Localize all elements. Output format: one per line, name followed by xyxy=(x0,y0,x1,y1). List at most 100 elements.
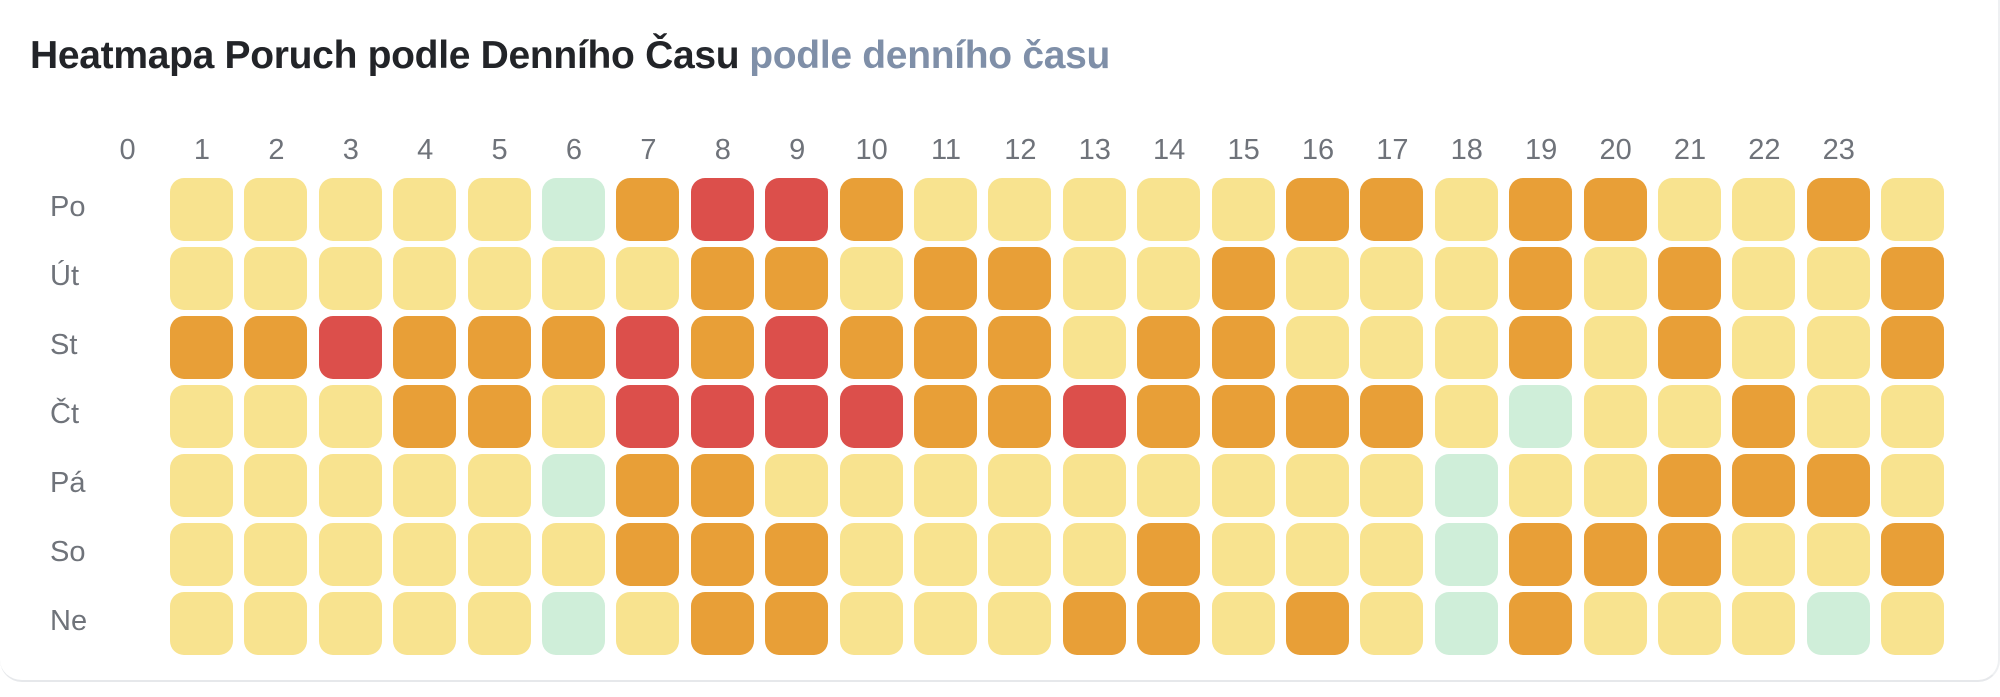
heatmap-cell[interactable] xyxy=(690,247,754,310)
heatmap-cell[interactable] xyxy=(318,523,382,586)
heatmap-cell[interactable] xyxy=(1211,523,1275,586)
heatmap-cell[interactable] xyxy=(765,316,829,379)
heatmap-cell[interactable] xyxy=(1806,592,1870,655)
heatmap-cell[interactable] xyxy=(690,385,754,448)
heatmap-cell[interactable] xyxy=(1434,316,1498,379)
heatmap-cell[interactable] xyxy=(1211,247,1275,310)
heatmap-cell[interactable] xyxy=(1062,385,1126,448)
heatmap-cell[interactable] xyxy=(393,247,457,310)
heatmap-cell[interactable] xyxy=(690,454,754,517)
heatmap-cell[interactable] xyxy=(1434,385,1498,448)
heatmap-cell[interactable] xyxy=(839,592,903,655)
heatmap-cell[interactable] xyxy=(244,385,308,448)
heatmap-cell[interactable] xyxy=(616,316,680,379)
heatmap-cell[interactable] xyxy=(244,316,308,379)
heatmap-cell[interactable] xyxy=(839,454,903,517)
heatmap-cell[interactable] xyxy=(170,178,233,241)
heatmap-cell[interactable] xyxy=(170,454,233,517)
heatmap-cell[interactable] xyxy=(616,454,680,517)
heatmap-cell[interactable] xyxy=(318,247,382,310)
heatmap-cell[interactable] xyxy=(1360,385,1424,448)
heatmap-cell[interactable] xyxy=(1434,523,1498,586)
heatmap-cell[interactable] xyxy=(1583,178,1647,241)
heatmap-cell[interactable] xyxy=(393,178,457,241)
heatmap-cell[interactable] xyxy=(542,316,605,379)
heatmap-cell[interactable] xyxy=(690,592,754,655)
heatmap-cell[interactable] xyxy=(1211,454,1275,517)
heatmap-cell[interactable] xyxy=(1732,247,1796,310)
heatmap-cell[interactable] xyxy=(170,247,233,310)
heatmap-cell[interactable] xyxy=(1286,178,1349,241)
heatmap-cell[interactable] xyxy=(1583,316,1647,379)
heatmap-cell[interactable] xyxy=(1062,592,1126,655)
heatmap-cell[interactable] xyxy=(765,454,829,517)
heatmap-cell[interactable] xyxy=(393,592,457,655)
heatmap-cell[interactable] xyxy=(170,385,233,448)
heatmap-cell[interactable] xyxy=(765,247,829,310)
heatmap-cell[interactable] xyxy=(244,247,308,310)
heatmap-cell[interactable] xyxy=(1360,523,1424,586)
heatmap-cell[interactable] xyxy=(1881,247,1945,310)
heatmap-cell[interactable] xyxy=(1137,592,1201,655)
heatmap-cell[interactable] xyxy=(1211,316,1275,379)
heatmap-cell[interactable] xyxy=(467,385,531,448)
heatmap-cell[interactable] xyxy=(1732,592,1796,655)
heatmap-cell[interactable] xyxy=(467,523,531,586)
heatmap-cell[interactable] xyxy=(1732,523,1796,586)
heatmap-cell[interactable] xyxy=(765,523,829,586)
heatmap-cell[interactable] xyxy=(393,523,457,586)
heatmap-cell[interactable] xyxy=(988,385,1052,448)
heatmap-cell[interactable] xyxy=(616,178,680,241)
heatmap-cell[interactable] xyxy=(1881,178,1945,241)
heatmap-cell[interactable] xyxy=(616,385,680,448)
heatmap-cell[interactable] xyxy=(765,178,829,241)
heatmap-cell[interactable] xyxy=(467,592,531,655)
heatmap-cell[interactable] xyxy=(690,523,754,586)
heatmap-cell[interactable] xyxy=(1286,247,1349,310)
heatmap-cell[interactable] xyxy=(616,523,680,586)
heatmap-cell[interactable] xyxy=(1806,316,1870,379)
heatmap-cell[interactable] xyxy=(914,385,977,448)
heatmap-cell[interactable] xyxy=(1137,316,1201,379)
heatmap-cell[interactable] xyxy=(542,523,605,586)
heatmap-cell[interactable] xyxy=(1360,454,1424,517)
heatmap-cell[interactable] xyxy=(1658,247,1721,310)
heatmap-cell[interactable] xyxy=(1509,385,1573,448)
heatmap-cell[interactable] xyxy=(914,523,977,586)
heatmap-cell[interactable] xyxy=(839,523,903,586)
heatmap-cell[interactable] xyxy=(1360,247,1424,310)
heatmap-cell[interactable] xyxy=(1881,316,1945,379)
heatmap-cell[interactable] xyxy=(1583,523,1647,586)
heatmap-cell[interactable] xyxy=(914,247,977,310)
heatmap-cell[interactable] xyxy=(1658,523,1721,586)
heatmap-cell[interactable] xyxy=(1286,316,1349,379)
heatmap-cell[interactable] xyxy=(914,592,977,655)
heatmap-cell[interactable] xyxy=(839,385,903,448)
heatmap-cell[interactable] xyxy=(1062,523,1126,586)
heatmap-cell[interactable] xyxy=(1658,316,1721,379)
heatmap-cell[interactable] xyxy=(467,178,531,241)
heatmap-cell[interactable] xyxy=(244,178,308,241)
heatmap-cell[interactable] xyxy=(170,523,233,586)
heatmap-cell[interactable] xyxy=(914,454,977,517)
heatmap-cell[interactable] xyxy=(1583,592,1647,655)
heatmap-cell[interactable] xyxy=(542,178,605,241)
heatmap-cell[interactable] xyxy=(1658,592,1721,655)
heatmap-cell[interactable] xyxy=(839,247,903,310)
heatmap-cell[interactable] xyxy=(1509,316,1573,379)
heatmap-cell[interactable] xyxy=(1583,385,1647,448)
heatmap-cell[interactable] xyxy=(1137,178,1201,241)
heatmap-cell[interactable] xyxy=(1658,178,1721,241)
heatmap-cell[interactable] xyxy=(988,454,1052,517)
heatmap-cell[interactable] xyxy=(1509,454,1573,517)
heatmap-cell[interactable] xyxy=(1434,454,1498,517)
heatmap-cell[interactable] xyxy=(1211,385,1275,448)
heatmap-cell[interactable] xyxy=(1137,247,1201,310)
heatmap-cell[interactable] xyxy=(1434,178,1498,241)
heatmap-cell[interactable] xyxy=(765,385,829,448)
heatmap-cell[interactable] xyxy=(318,454,382,517)
heatmap-cell[interactable] xyxy=(467,247,531,310)
heatmap-cell[interactable] xyxy=(1583,454,1647,517)
heatmap-cell[interactable] xyxy=(244,454,308,517)
heatmap-cell[interactable] xyxy=(1286,523,1349,586)
